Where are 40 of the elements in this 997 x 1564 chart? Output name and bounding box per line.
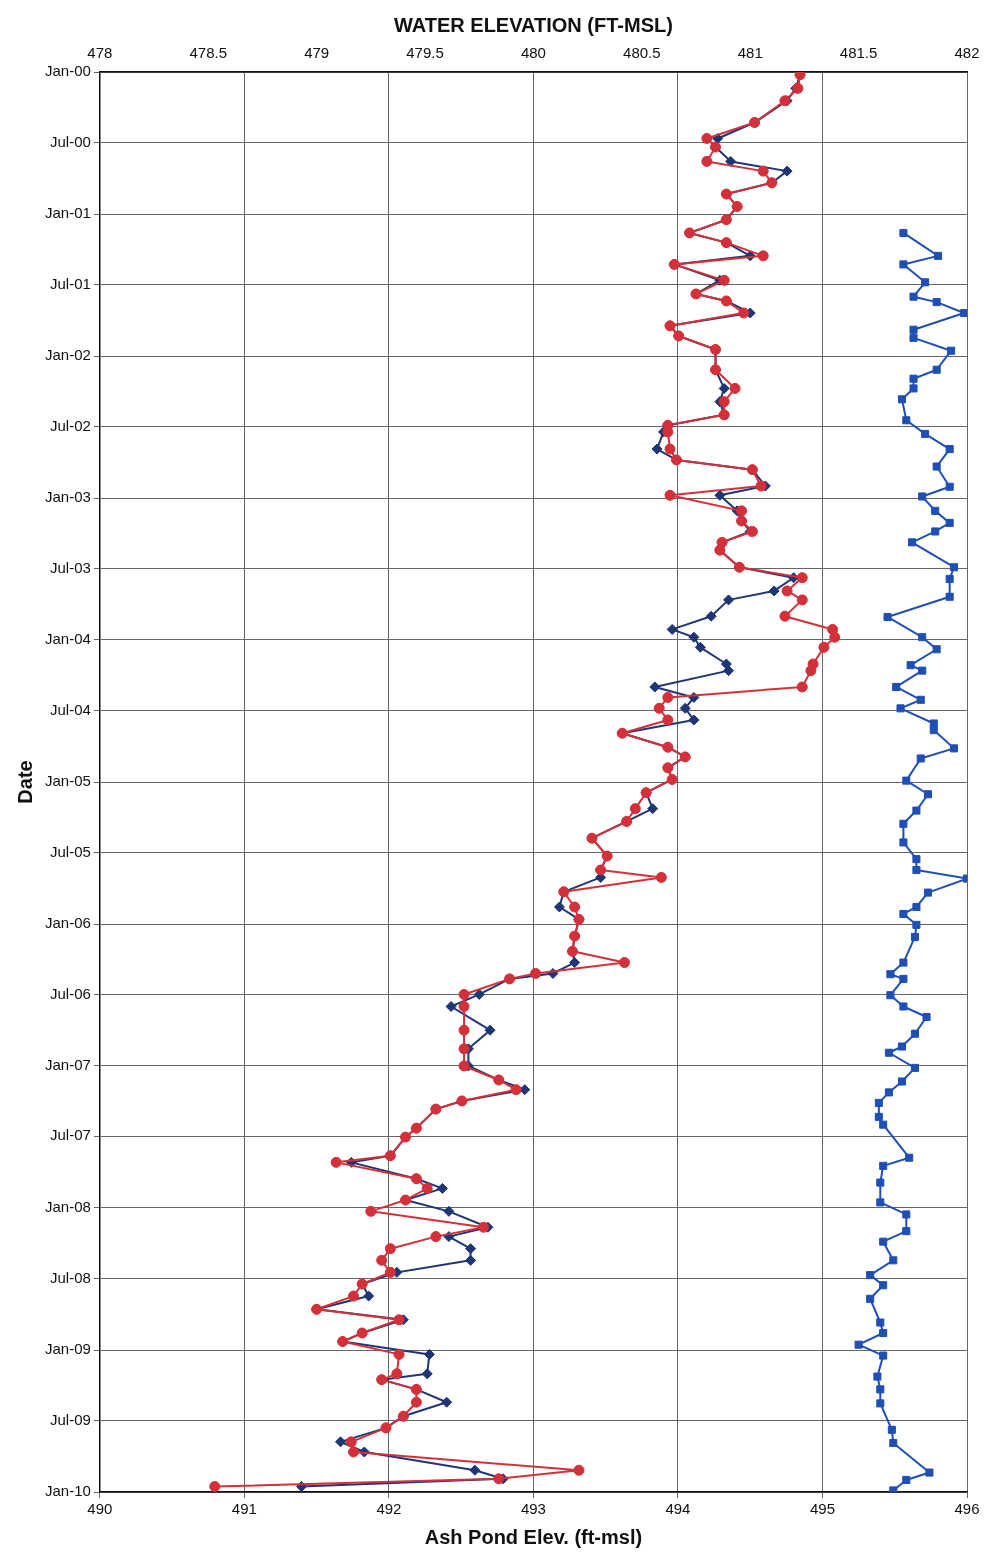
y-tick-label: Jul-02 — [50, 416, 91, 434]
y-tick-label: Jan-06 — [44, 914, 91, 932]
x-tick-label: 493 — [520, 1500, 546, 1518]
y-tick-label: Jul-00 — [50, 132, 91, 150]
x-tick-label: 491 — [231, 1500, 257, 1518]
x-axis-title: Ash Pond Elev. (ft-msl) — [424, 1525, 643, 1548]
y-tick-label: Jul-04 — [50, 700, 91, 718]
y-tick-label: Jul-07 — [50, 1126, 91, 1144]
x2-tick-label: 481 — [737, 44, 763, 62]
x-tick-label: 490 — [87, 1500, 113, 1518]
x-tick-label: 495 — [809, 1500, 835, 1518]
y-tick-label: Jan-03 — [44, 488, 91, 506]
x-tick-label: 492 — [376, 1500, 402, 1518]
y-tick-label: Jan-08 — [44, 1197, 91, 1215]
x2-tick-label: 482 — [954, 44, 980, 62]
y-tick-label: Jul-09 — [50, 1410, 91, 1428]
x2-tick-label: 480.5 — [623, 44, 661, 62]
x2-tick-label: 480 — [520, 44, 546, 62]
y-tick-label: Jan-04 — [44, 630, 91, 648]
y-tick-label: Jul-01 — [50, 274, 91, 292]
y-tick-label: Jan-00 — [44, 62, 91, 80]
x-tick-label: 496 — [954, 1500, 980, 1518]
y-tick-label: Jan-01 — [44, 204, 91, 222]
y-tick-label: Jul-03 — [50, 558, 91, 576]
y-tick-label: Jul-05 — [50, 842, 91, 860]
y-axis-title: Date — [13, 760, 36, 804]
x2-axis-title: WATER ELEVATION (FT-MSL) — [394, 13, 673, 36]
x2-tick-label: 478.5 — [189, 44, 228, 62]
x2-tick-label: 481.5 — [839, 44, 878, 62]
x2-tick-label: 478 — [87, 44, 113, 62]
y-tick-label: Jan-05 — [44, 772, 91, 790]
x2-tick-label: 479.5 — [406, 44, 444, 62]
y-tick-label: Jul-06 — [50, 984, 91, 1002]
y-tick-label: Jan-10 — [44, 1482, 91, 1500]
x-tick-label: 494 — [665, 1500, 691, 1518]
x2-tick-label: 479 — [304, 44, 330, 62]
y-tick-label: Jul-08 — [50, 1268, 91, 1286]
y-tick-label: Jan-02 — [44, 346, 91, 364]
y-tick-label: Jan-07 — [44, 1056, 91, 1074]
y-tick-label: Jan-09 — [44, 1340, 91, 1358]
